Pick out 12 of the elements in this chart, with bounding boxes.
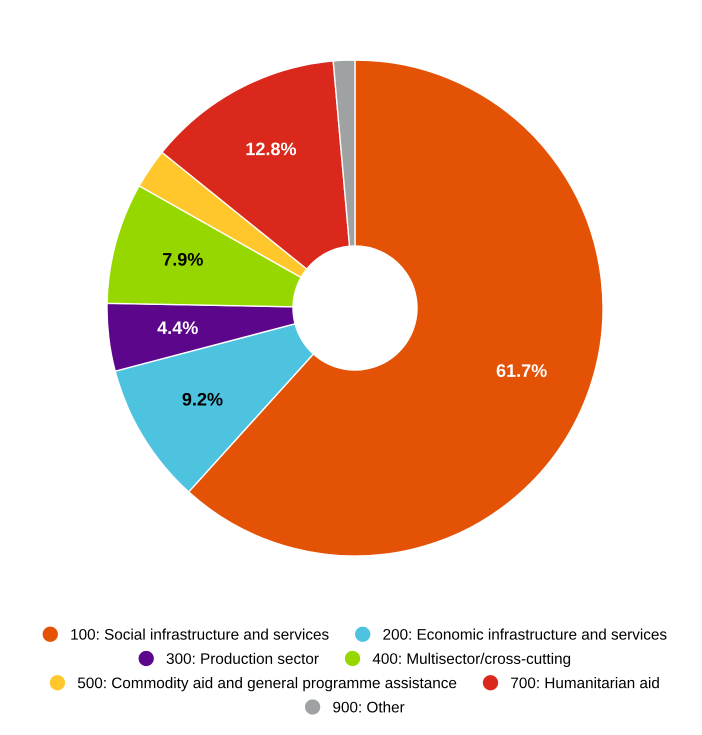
legend-label: 900: Other <box>333 701 404 713</box>
data-label: 61.7% <box>496 364 547 378</box>
data-label: 9.2% <box>182 392 223 406</box>
legend-label: 400: Multisector/cross-cutting <box>372 652 570 668</box>
legend-label: 200: Economic infrastructure and services <box>383 628 666 640</box>
legend-label: 500: Commodity aid and general programme assistance <box>78 677 456 692</box>
legend-label: 100: Social infrastructure and services <box>71 628 329 640</box>
legend-label: 700: Humanitarian aid <box>511 677 659 688</box>
data-label: 4.4% <box>157 321 198 334</box>
data-label: 12.8% <box>246 142 296 156</box>
data-label: 7.9% <box>162 252 203 266</box>
legend-label: 300: Production sector <box>166 652 319 664</box>
